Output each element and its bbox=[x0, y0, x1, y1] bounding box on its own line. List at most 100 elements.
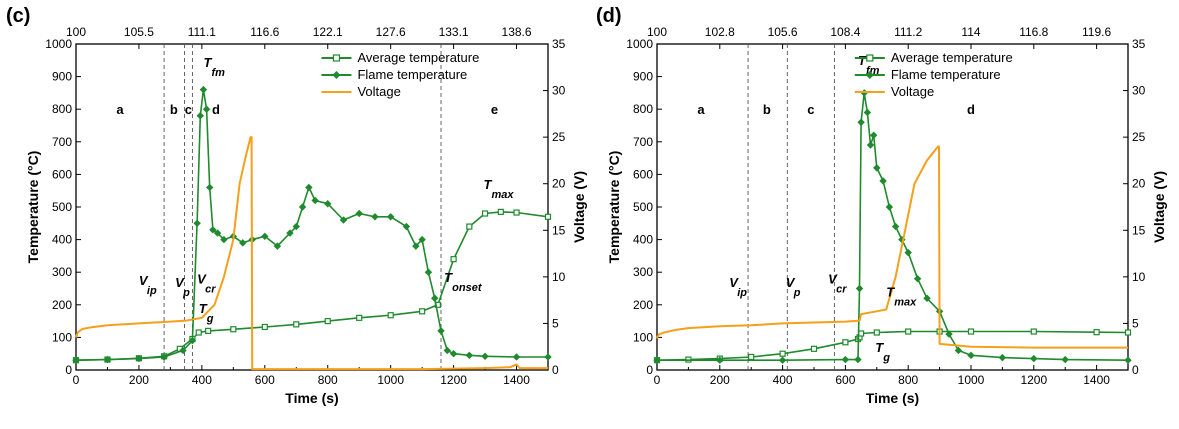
annotation-sub: p bbox=[182, 287, 190, 299]
y-left-tick-label: 500 bbox=[52, 200, 72, 214]
data-point-flame-temperature bbox=[199, 85, 208, 94]
x-tick-label: 600 bbox=[255, 373, 275, 387]
top-tick-label: 100 bbox=[647, 25, 667, 39]
series-line-voltage bbox=[656, 145, 1128, 349]
data-point-average-temperature bbox=[967, 328, 975, 335]
data-point-flame-temperature bbox=[863, 108, 872, 117]
y-left-tick-label: 600 bbox=[52, 167, 72, 181]
data-point-average-temperature bbox=[356, 314, 363, 321]
data-point-average-temperature bbox=[419, 308, 426, 315]
data-point-flame-temperature bbox=[854, 355, 862, 364]
data-point-flame-temperature bbox=[544, 353, 552, 361]
x-tick-label: 800 bbox=[318, 373, 338, 387]
data-point-average-temperature bbox=[195, 329, 202, 336]
x-tick-label: 200 bbox=[129, 373, 149, 387]
y-left-tick-label: 200 bbox=[633, 298, 653, 312]
data-point-flame-temperature bbox=[512, 353, 521, 361]
data-point-flame-temperature bbox=[866, 141, 875, 149]
data-point-flame-temperature bbox=[72, 356, 80, 364]
y-left-tick-label: 200 bbox=[52, 298, 72, 312]
data-point-flame-temperature bbox=[292, 222, 300, 231]
data-point-flame-temperature bbox=[437, 327, 445, 335]
top-tick-label: 116.6 bbox=[250, 25, 279, 39]
y-left-tick-label: 600 bbox=[633, 167, 653, 181]
data-point-average-temperature bbox=[779, 350, 786, 357]
annotation-main: T bbox=[875, 340, 884, 355]
top-tick-label: 108.4 bbox=[830, 25, 860, 39]
panel-label: (d) bbox=[596, 5, 622, 27]
data-point-average-temperature bbox=[513, 209, 520, 216]
y-left-tick-label: 1000 bbox=[45, 37, 72, 51]
y-left-axis-title: Temperature (°C) bbox=[25, 151, 41, 264]
y-left-tick-label: 900 bbox=[633, 70, 653, 84]
top-tick-label: 133.1 bbox=[439, 25, 469, 39]
data-point-flame-temperature bbox=[206, 183, 214, 192]
data-point-flame-temperature bbox=[923, 294, 931, 302]
data-point-flame-temperature bbox=[209, 226, 217, 234]
annotation-main: T bbox=[858, 53, 867, 68]
data-point-average-temperature bbox=[497, 208, 504, 215]
legend-entry: Voltage bbox=[891, 84, 934, 99]
data-point-average-temperature bbox=[466, 223, 473, 230]
data-point-flame-temperature bbox=[891, 222, 900, 231]
data-point-average-temperature bbox=[205, 327, 212, 334]
y-right-tick-label: 30 bbox=[1132, 84, 1146, 98]
y-left-tick-label: 100 bbox=[633, 330, 653, 344]
data-point-flame-temperature bbox=[386, 213, 395, 221]
plot-frame bbox=[75, 43, 549, 371]
data-point-flame-temperature bbox=[188, 336, 197, 345]
annotation-sub: onset bbox=[452, 282, 483, 294]
data-point-average-temperature bbox=[230, 326, 237, 333]
y-right-tick-label: 10 bbox=[552, 270, 566, 284]
data-point-average-temperature bbox=[842, 339, 849, 346]
data-point-flame-temperature bbox=[402, 222, 411, 231]
x-tick-label: 400 bbox=[192, 373, 212, 387]
annotation-main: V bbox=[729, 275, 739, 290]
data-point-flame-temperature bbox=[339, 216, 348, 224]
annotation-sub: g bbox=[206, 313, 214, 325]
data-point-flame-temperature bbox=[213, 229, 222, 237]
annotation-main: V bbox=[786, 275, 796, 290]
y-left-tick-label: 700 bbox=[52, 135, 72, 149]
y-left-tick-label: 400 bbox=[633, 233, 653, 247]
y-right-tick-label: 30 bbox=[552, 84, 566, 98]
y-left-tick-label: 800 bbox=[52, 102, 72, 116]
y-right-tick-label: 35 bbox=[1132, 37, 1146, 51]
data-point-flame-temperature bbox=[954, 346, 963, 355]
data-point-flame-temperature bbox=[239, 239, 247, 247]
y-left-tick-label: 100 bbox=[52, 330, 72, 344]
y-right-tick-label: 25 bbox=[1132, 130, 1146, 144]
x-tick-label: 600 bbox=[835, 373, 855, 387]
annotation-main: T bbox=[203, 55, 212, 70]
top-tick-label: 138.6 bbox=[502, 25, 532, 39]
legend-marker-diamond bbox=[332, 71, 341, 79]
top-tick-label: 105.6 bbox=[768, 25, 798, 39]
data-point-flame-temperature bbox=[261, 232, 269, 241]
x-tick-label: 0 bbox=[73, 373, 80, 387]
annotation-sub: fm bbox=[211, 67, 225, 79]
series-line-flame-temperature bbox=[75, 88, 548, 361]
region-label: b bbox=[170, 102, 178, 117]
data-point-average-temperature bbox=[873, 329, 880, 336]
x-tick-label: 1000 bbox=[958, 373, 985, 387]
x-tick-label: 0 bbox=[654, 373, 661, 387]
annotation-main: T bbox=[444, 270, 453, 285]
data-point-flame-temperature bbox=[355, 209, 363, 218]
y-left-axis-title: Temperature (°C) bbox=[606, 151, 622, 264]
annotation-sub: ip bbox=[147, 285, 157, 297]
y-right-tick-label: 15 bbox=[1132, 223, 1146, 237]
data-point-flame-temperature bbox=[885, 203, 894, 211]
data-point-flame-temperature bbox=[465, 351, 474, 360]
x-tick-label: 1200 bbox=[440, 373, 467, 387]
data-point-average-temperature bbox=[544, 213, 552, 220]
data-point-flame-temperature bbox=[716, 356, 724, 364]
data-point-flame-temperature bbox=[220, 235, 228, 244]
data-point-flame-temperature bbox=[424, 268, 433, 276]
annotation-main: T bbox=[199, 301, 208, 316]
data-point-average-temperature bbox=[1093, 329, 1100, 336]
annotation-sub: g bbox=[882, 352, 890, 364]
